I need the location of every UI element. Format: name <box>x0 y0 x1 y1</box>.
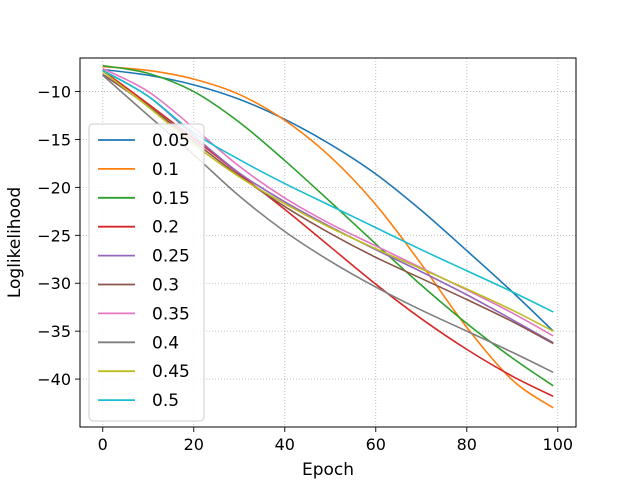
y-tick-label: −35 <box>37 322 71 341</box>
series-line-1 <box>102 65 554 409</box>
legend-label: 0.05 <box>152 131 190 151</box>
x-tick-label: 0 <box>98 435 108 454</box>
series-line-0 <box>102 68 554 332</box>
y-tick-label: −15 <box>37 130 71 149</box>
y-tick-label: −20 <box>37 178 71 197</box>
x-tick-label: 100 <box>543 435 574 454</box>
y-tick-label: −10 <box>37 83 71 102</box>
legend-label: 0.25 <box>152 247 190 267</box>
legend-label: 0.5 <box>152 391 179 411</box>
axes <box>79 57 577 428</box>
y-tick-label: −30 <box>37 274 71 293</box>
x-axis-label: Epoch <box>302 460 354 480</box>
legend-label: 0.3 <box>152 276 179 296</box>
x-tick-label: 80 <box>457 435 477 454</box>
series-line-6 <box>102 67 554 337</box>
x-tick-label: 40 <box>275 435 295 454</box>
series-line-9 <box>102 69 554 313</box>
ticks: 0 20 40 60 80 100 −10 −15 −20 −25 −30 −35 −40 <box>37 83 573 454</box>
plot-frame <box>79 57 577 428</box>
series-line-2 <box>102 64 554 387</box>
legend-label: 0.15 <box>152 189 190 209</box>
legend-label: 0.4 <box>152 333 179 353</box>
legend: 0.05 0.1 0.15 0.2 0.25 0.3 0.35 0.4 0.45 0.5 <box>88 123 205 422</box>
legend-label: 0.35 <box>152 304 190 324</box>
y-tick-label: −25 <box>37 226 71 245</box>
y-axis-label: Loglikelihood <box>5 187 25 298</box>
legend-label: 0.1 <box>152 160 179 180</box>
legend-label: 0.2 <box>152 218 179 238</box>
x-tick-label: 20 <box>184 435 204 454</box>
x-tick-label: 60 <box>366 435 386 454</box>
y-tick-label: −40 <box>37 370 71 389</box>
legend-label: 0.45 <box>152 362 190 382</box>
